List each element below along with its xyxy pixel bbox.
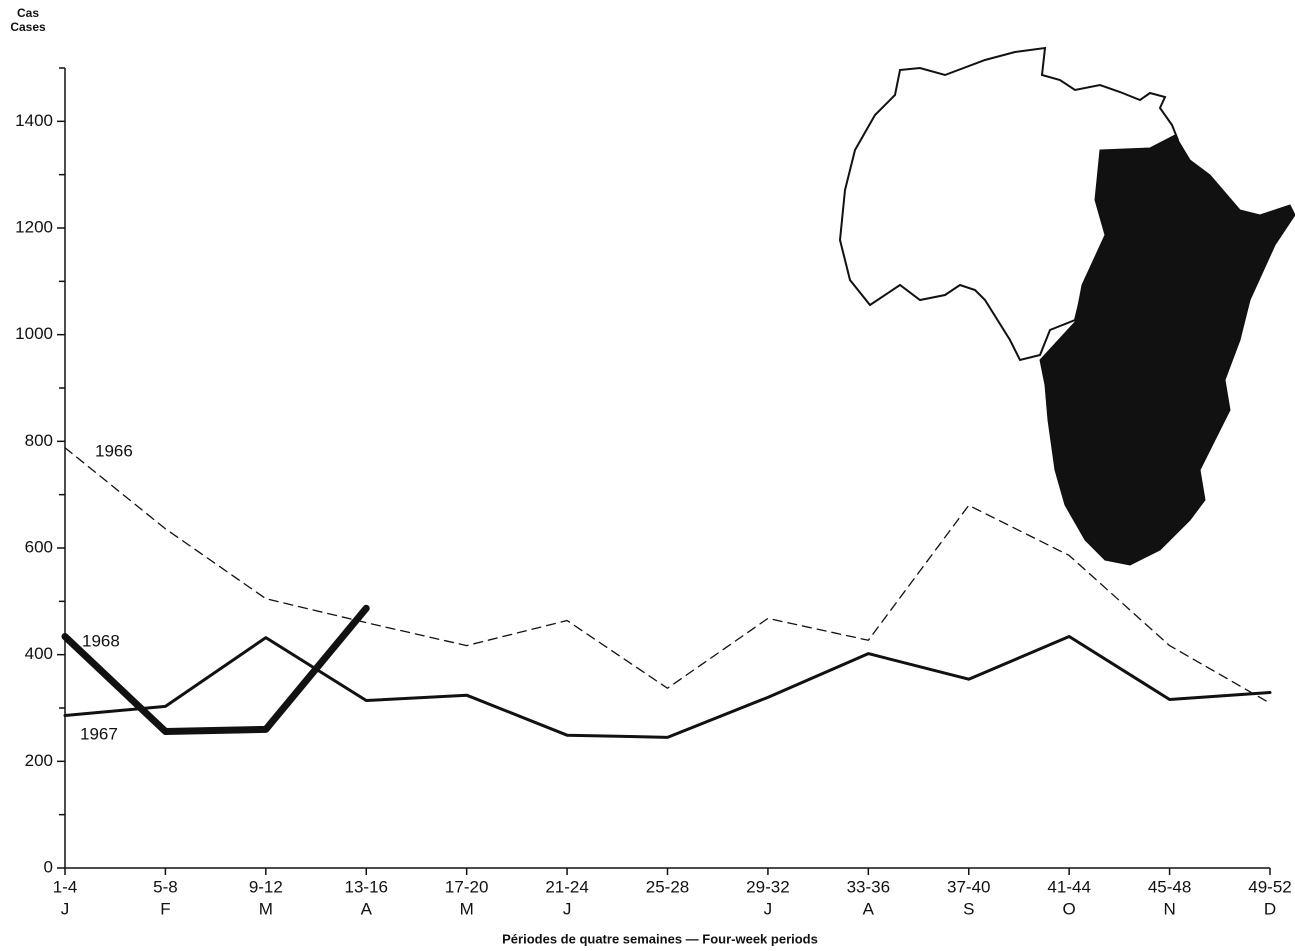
x-tick-label: 5-8: [153, 877, 178, 896]
y-tick-label: 200: [25, 751, 53, 770]
y-tick-label: 600: [25, 537, 53, 556]
series-label: 1967: [80, 724, 118, 743]
x-tick-label: 9-12: [249, 877, 283, 896]
series-line: [63, 635, 1272, 739]
x-tick-label: 1-4: [53, 877, 78, 896]
x-tick-label: 33-36: [847, 877, 890, 896]
x-month-label: J: [764, 899, 773, 918]
x-tick-label: 25-28: [646, 877, 689, 896]
x-tick-label: 37-40: [947, 877, 990, 896]
y-tick-label: 1000: [15, 324, 53, 343]
y-tick-label: 800: [25, 431, 53, 450]
x-month-label: J: [563, 899, 572, 918]
x-month-label: S: [963, 899, 974, 918]
x-month-label: M: [460, 899, 474, 918]
x-tick-label: 13-16: [345, 877, 388, 896]
x-month-label: J: [61, 899, 70, 918]
x-month-label: F: [160, 899, 170, 918]
series-label: 1968: [82, 631, 120, 650]
x-tick-label: 45-48: [1148, 877, 1191, 896]
x-month-label: D: [1264, 899, 1276, 918]
y-axis-label: Cases: [10, 20, 46, 34]
x-month-label: A: [361, 899, 373, 918]
map-region: [1039, 134, 1295, 566]
x-axis-label: Périodes de quatre semaines — Four-week …: [502, 931, 818, 946]
y-tick-label: 0: [44, 857, 53, 876]
x-tick-label: 17-20: [445, 877, 488, 896]
series-line: [64, 447, 1271, 704]
x-tick-label: 41-44: [1047, 877, 1090, 896]
x-tick-label: 29-32: [746, 877, 789, 896]
series-line: [61, 604, 370, 735]
x-month-label: N: [1163, 899, 1175, 918]
x-tick-label: 49-52: [1248, 877, 1291, 896]
x-month-label: M: [259, 899, 273, 918]
x-month-label: O: [1063, 899, 1076, 918]
y-tick-label: 1200: [15, 217, 53, 236]
africa-map: [838, 46, 1295, 566]
y-tick-label: 400: [25, 644, 53, 663]
x-month-label: A: [863, 899, 875, 918]
y-axis-label: Cas: [17, 6, 39, 20]
y-tick-label: 1400: [15, 111, 53, 130]
series-label: 1966: [95, 441, 133, 460]
x-tick-label: 21-24: [545, 877, 588, 896]
